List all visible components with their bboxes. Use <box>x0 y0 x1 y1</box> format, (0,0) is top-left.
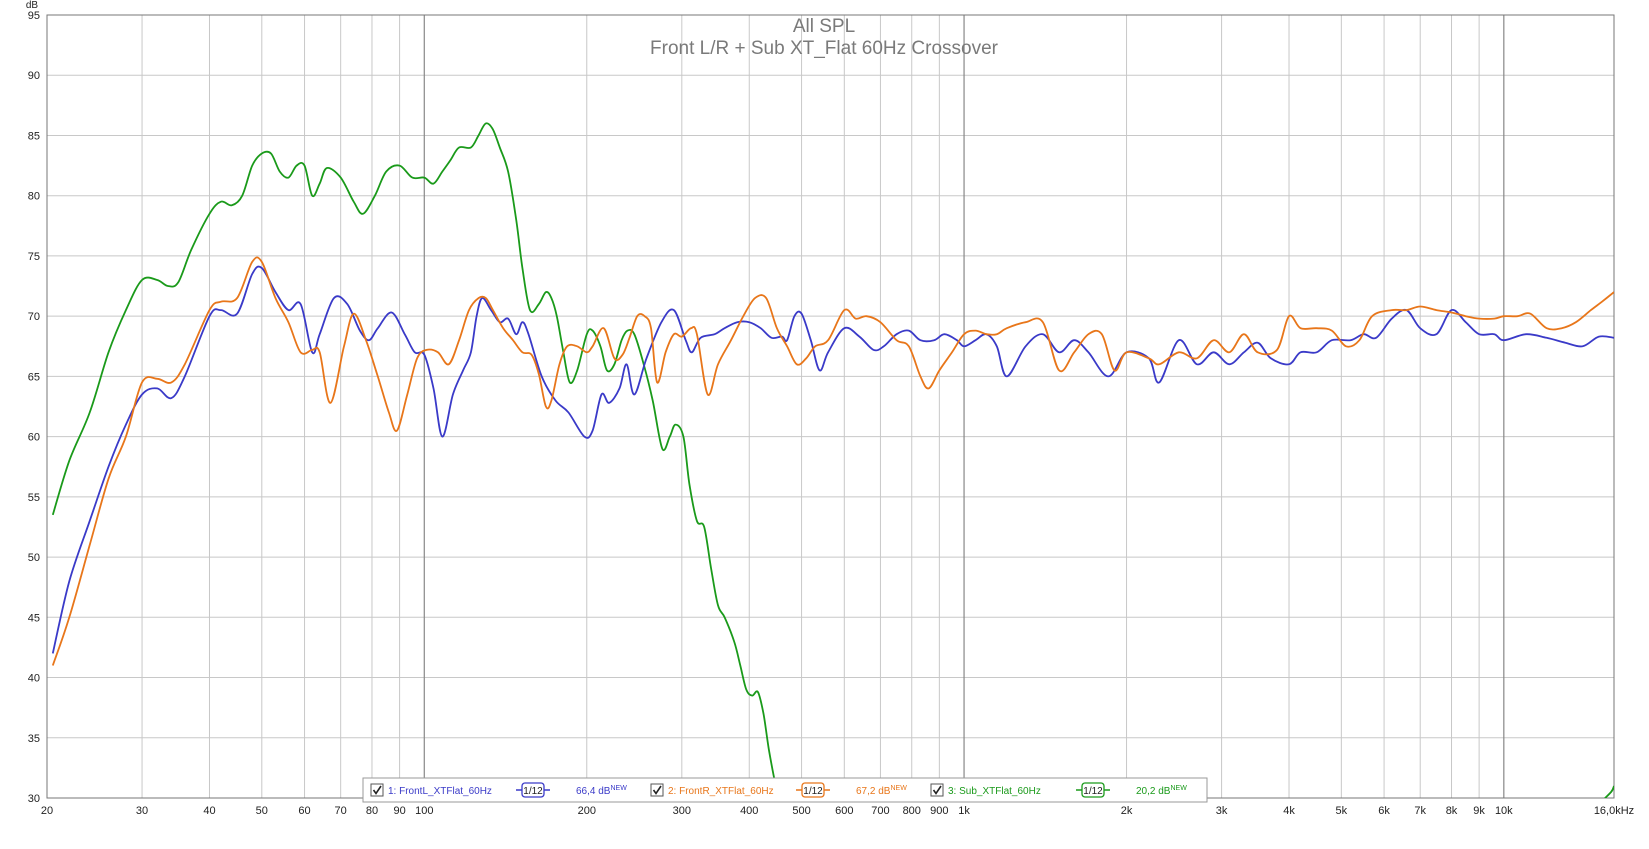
y-tick-label: 75 <box>28 251 40 263</box>
legend-box <box>362 777 1208 803</box>
smoothing-badge[interactable] <box>801 782 825 798</box>
x-tick-label: 7k <box>1414 805 1426 817</box>
smoothing-label: 1/12 <box>1083 786 1103 797</box>
legend-checkbox[interactable] <box>650 783 664 797</box>
x-tick-label: 60 <box>298 805 310 817</box>
check-icon <box>652 785 662 795</box>
x-tick-label: 50 <box>256 805 268 817</box>
x-tick-label: 5k <box>1336 805 1348 817</box>
series-line-3 <box>51 122 780 798</box>
x-tick-label: 30 <box>136 805 148 817</box>
y-tick-label: 30 <box>28 793 40 805</box>
x-tick-label: 1k <box>958 805 970 817</box>
y-tick-label: 35 <box>28 733 40 745</box>
y-tick-label: 95 <box>28 10 40 22</box>
new-badge: NEW <box>1170 785 1187 792</box>
x-tick-label: 900 <box>930 805 948 817</box>
x-axis: 20 30 40 50 60 70 80 90 100 200 300 400 500 600 700 800… <box>41 805 1634 817</box>
legend-checkbox[interactable] <box>930 783 944 797</box>
y-tick-label: 55 <box>28 492 40 504</box>
legend: 1: FrontL_XTFlat_60Hz 1/12 66,4 dBNEW 2: Fr… <box>362 777 1208 803</box>
x-tick-label: 16,0kHz <box>1594 805 1634 817</box>
legend-checkbox[interactable] <box>370 783 384 797</box>
y-axis: 30 35 40 45 50 55 60 65 70 75 80 85 90 95 <box>28 10 40 805</box>
x-tick-label: 600 <box>835 805 853 817</box>
smoothing-badge[interactable] <box>1081 782 1105 798</box>
x-tick-label: 6k <box>1378 805 1390 817</box>
y-axis-label: dB <box>26 0 39 11</box>
legend-series-name: 1: FrontL_XTFlat_60Hz <box>388 786 492 797</box>
x-tick-label: 4k <box>1283 805 1295 817</box>
x-tick-label: 20 <box>41 805 53 817</box>
new-badge: NEW <box>890 785 907 792</box>
y-tick-label: 90 <box>28 70 40 82</box>
x-tick-label: 400 <box>740 805 758 817</box>
smoothing-label: 1/12 <box>803 786 823 797</box>
y-tick-label: 85 <box>28 130 40 142</box>
y-tick-label: 45 <box>28 612 40 624</box>
legend-series-name: 3: Sub_XTFlat_60Hz <box>948 786 1041 797</box>
y-tick-label: 60 <box>28 432 40 444</box>
x-tick-label: 800 <box>903 805 921 817</box>
smoothing-label: 1/12 <box>523 786 543 797</box>
y-tick-label: 80 <box>28 191 40 203</box>
check-icon <box>932 785 942 795</box>
new-badge: NEW <box>610 785 627 792</box>
x-tick-label: 300 <box>673 805 691 817</box>
check-icon <box>372 785 382 795</box>
x-tick-label: 8k <box>1446 805 1458 817</box>
legend-series-name: 2: FrontR_XTFlat_60Hz <box>668 786 774 797</box>
y-tick-label: 65 <box>28 371 40 383</box>
x-tick-label: 10k <box>1495 805 1513 817</box>
chart-title: All SPL <box>793 16 855 37</box>
x-tick-label: 700 <box>871 805 889 817</box>
y-tick-label: 70 <box>28 311 40 323</box>
x-tick-label: 200 <box>578 805 596 817</box>
series-line-2 <box>51 256 1614 666</box>
x-tick-label: 100 <box>415 805 433 817</box>
x-tick-label: 2k <box>1121 805 1133 817</box>
x-tick-label: 80 <box>366 805 378 817</box>
x-tick-label: 40 <box>203 805 215 817</box>
smoothing-badge[interactable] <box>521 782 545 798</box>
x-tick-label: 500 <box>792 805 810 817</box>
y-tick-label: 50 <box>28 552 40 564</box>
y-tick-label: 40 <box>28 673 40 685</box>
series-lines <box>51 122 1614 798</box>
x-tick-label: 70 <box>335 805 347 817</box>
x-tick-label: 3k <box>1216 805 1228 817</box>
x-tick-label: 90 <box>393 805 405 817</box>
series-line-3-tail <box>1603 785 1614 798</box>
x-tick-label: 9k <box>1473 805 1485 817</box>
series-line-1 <box>51 265 1614 654</box>
chart-subtitle: Front L/R + Sub XT_Flat 60Hz Crossover <box>650 38 999 59</box>
